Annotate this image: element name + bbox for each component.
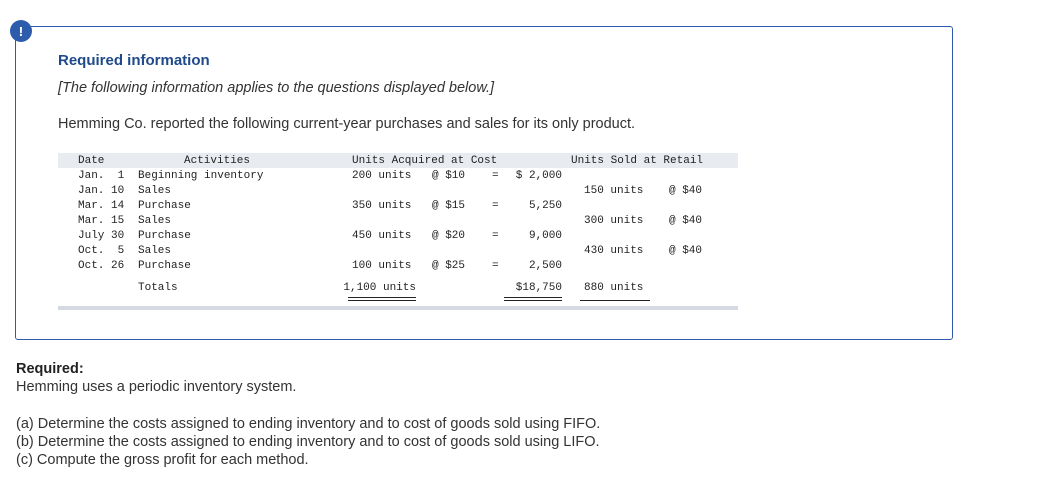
inventory-table: Date Activities Units Acquired at Cost U… — [58, 151, 738, 311]
table-footer-band — [58, 306, 738, 310]
cell-retail-price: @ $40 — [669, 215, 703, 227]
cell-units: 200 units — [352, 170, 412, 182]
cell-date: Mar. 14 — [78, 200, 125, 212]
units-underline — [348, 297, 416, 298]
cell-total-cost: 2,500 — [528, 260, 562, 272]
cell-unit-cost: @ $25 — [432, 260, 466, 272]
totals-cost: $18,750 — [515, 282, 562, 294]
cell-units: 100 units — [352, 260, 412, 272]
cell-activity: Beginning inventory — [138, 170, 264, 182]
cell-equals: = — [492, 230, 499, 242]
cell-activity: Purchase — [138, 200, 191, 212]
info-intro: Hemming Co. reported the following curre… — [58, 116, 636, 132]
units-double-underline — [348, 300, 416, 301]
required-information-panel: Required information [The following info… — [15, 26, 953, 340]
cell-sold-units: 300 units — [584, 215, 644, 227]
cell-unit-cost: @ $10 — [432, 170, 466, 182]
cell-unit-cost: @ $15 — [432, 200, 466, 212]
question-b: (b) Determine the costs assigned to endi… — [16, 434, 600, 450]
required-system-note: Hemming uses a periodic inventory system… — [16, 379, 297, 395]
header-date: Date — [78, 155, 105, 167]
cell-total-cost: $ 2,000 — [515, 170, 562, 182]
cell-equals: = — [492, 260, 499, 272]
question-a: (a) Determine the costs assigned to endi… — [16, 416, 601, 432]
cell-activity: Sales — [138, 215, 172, 227]
cell-units: 450 units — [352, 230, 412, 242]
totals-label: Totals — [138, 282, 178, 294]
cell-retail-price: @ $40 — [669, 245, 703, 257]
cell-units: 350 units — [352, 200, 412, 212]
required-heading: Required: — [16, 361, 84, 377]
cell-date: Jan. 10 — [78, 185, 125, 197]
cell-sold-units: 430 units — [584, 245, 644, 257]
cell-sold-units: 150 units — [584, 185, 644, 197]
cell-date: July 30 — [78, 230, 125, 242]
cell-date: Mar. 15 — [78, 215, 125, 227]
total-double-underline — [504, 300, 562, 301]
sold-double-underline — [580, 300, 650, 301]
cell-activity: Sales — [138, 185, 172, 197]
cell-unit-cost: @ $20 — [432, 230, 466, 242]
totals-sold-units: 880 units — [584, 282, 644, 294]
cell-total-cost: 9,000 — [528, 230, 562, 242]
cell-retail-price: @ $40 — [669, 185, 703, 197]
cell-total-cost: 5,250 — [528, 200, 562, 212]
cell-date: Oct. 5 — [78, 245, 125, 257]
total-underline — [504, 297, 562, 298]
header-units-acquired: Units Acquired at Cost — [352, 155, 498, 167]
header-units-sold: Units Sold at Retail — [571, 155, 704, 167]
table-header-band — [58, 153, 738, 168]
cell-activity: Sales — [138, 245, 172, 257]
question-c: (c) Compute the gross profit for each me… — [16, 452, 309, 468]
header-activities: Activities — [184, 155, 251, 167]
cell-activity: Purchase — [138, 260, 191, 272]
totals-units: 1,100 units — [343, 282, 416, 294]
cell-date: Jan. 1 — [78, 170, 125, 182]
cell-equals: = — [492, 170, 499, 182]
cell-date: Oct. 26 — [78, 260, 125, 272]
info-note: [The following information applies to th… — [58, 80, 495, 96]
info-title: Required information — [58, 52, 210, 69]
cell-activity: Purchase — [138, 230, 191, 242]
cell-equals: = — [492, 200, 499, 212]
